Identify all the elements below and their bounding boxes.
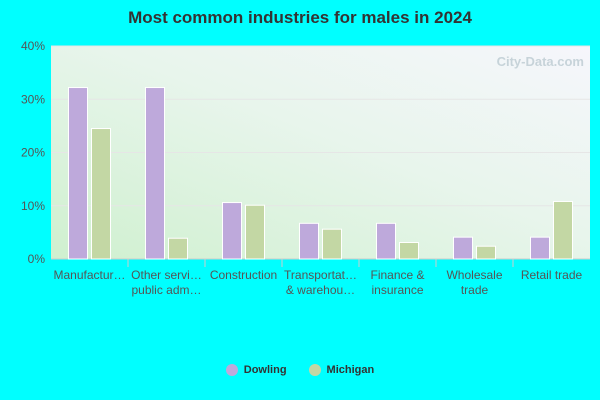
- x-category-label: Finance & insurance: [370, 268, 424, 297]
- legend: Dowling Michigan: [0, 364, 600, 376]
- legend-label-dowling: Dowling: [243, 364, 287, 376]
- bar-dowling: [299, 222, 319, 260]
- bar-michigan: [322, 228, 342, 260]
- y-tick-label: 40%: [21, 39, 45, 53]
- bar-dowling: [145, 87, 165, 260]
- bar-dowling: [453, 236, 473, 260]
- bar-michigan: [399, 241, 419, 260]
- legend-swatch-dowling: [225, 364, 238, 376]
- bar-michigan: [245, 204, 265, 260]
- bar-dowling: [530, 236, 550, 260]
- bar-michigan: [91, 128, 111, 260]
- watermark-text: City-Data.com: [497, 54, 584, 69]
- bar-dowling: [222, 202, 242, 260]
- x-category-label: Transportat… & warehou…: [284, 268, 357, 297]
- legend-item-michigan: Michigan: [308, 364, 375, 376]
- y-tick-label: 0%: [28, 252, 46, 266]
- legend-item-dowling: Dowling: [225, 364, 287, 376]
- bar-dowling: [68, 87, 88, 260]
- x-category-label: Construction: [210, 268, 277, 282]
- x-category-label: Other servi… public adm…: [131, 268, 202, 297]
- chart-title: Most common industries for males in 2024: [128, 8, 472, 27]
- x-category-label: Manufactur…: [53, 268, 125, 282]
- y-tick-label: 20%: [21, 146, 45, 160]
- legend-swatch-michigan: [308, 364, 321, 376]
- y-tick-label: 10%: [21, 199, 45, 213]
- x-category-label: Wholesale trade: [446, 268, 502, 297]
- bar-dowling: [376, 222, 396, 260]
- bar-michigan: [168, 237, 188, 260]
- bar-michigan: [553, 200, 573, 260]
- legend-label-michigan: Michigan: [326, 364, 375, 376]
- bar-michigan: [476, 245, 496, 260]
- x-category-label: Retail trade: [521, 268, 583, 282]
- y-tick-label: 30%: [21, 92, 45, 106]
